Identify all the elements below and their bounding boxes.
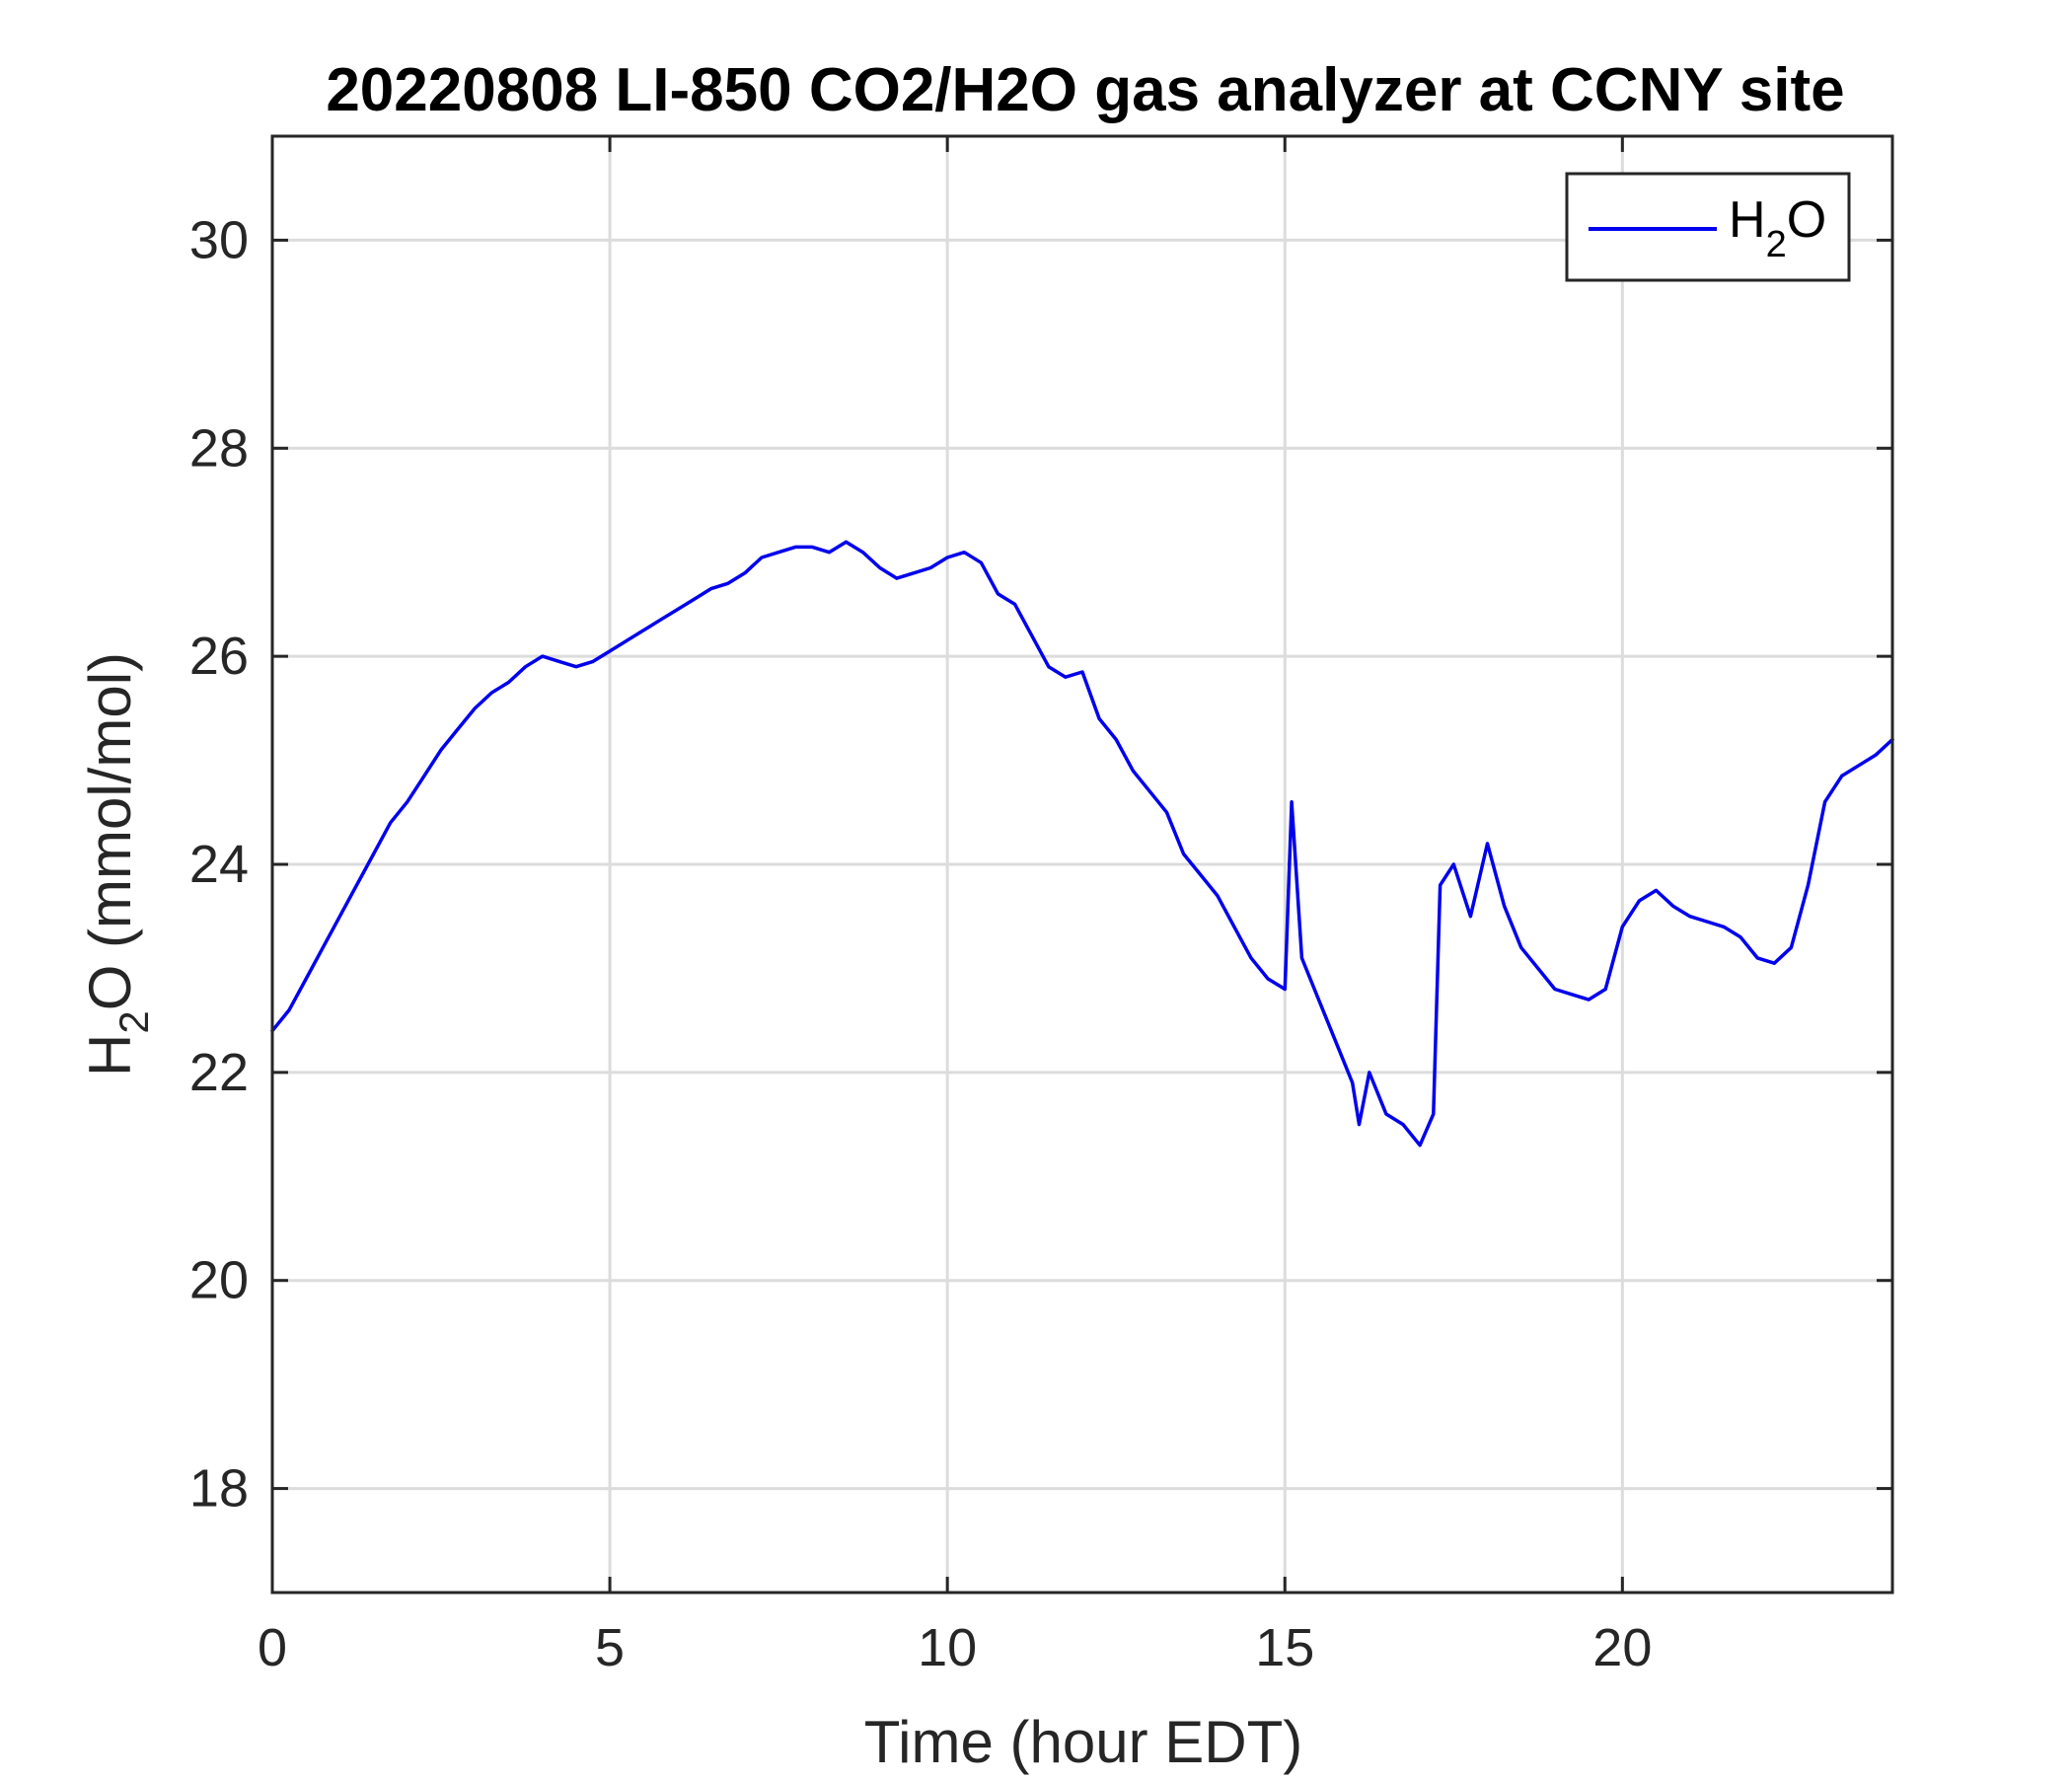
chart-title: 20220808 LI-850 CO2/H2O gas analyzer at …: [326, 56, 1844, 124]
y-tick-label: 28: [189, 418, 249, 478]
y-tick-label: 20: [189, 1251, 249, 1310]
x-tick-label: 5: [595, 1618, 625, 1677]
legend-label-main: H: [1729, 191, 1766, 249]
series-line-h2o: [270, 540, 1894, 1148]
y-tick-label: 24: [189, 835, 249, 894]
grid-lines: [272, 136, 1892, 1593]
y-tick-label: 30: [189, 210, 249, 269]
y-axis-label-subscript: 2: [111, 1010, 157, 1033]
y-axis-label-rest: O (mmol/mol): [77, 652, 143, 1010]
x-tick-labels: 0 5 10 15 20: [258, 1618, 1652, 1677]
series-layer: [270, 540, 1894, 1148]
x-axis-label: Time (hour EDT): [864, 1709, 1303, 1775]
x-tick-label: 20: [1592, 1618, 1652, 1677]
y-tick-label: 22: [189, 1043, 249, 1102]
y-axis-label-main: H: [77, 1034, 143, 1076]
y-tick-label: 18: [189, 1459, 249, 1519]
y-axis-label: H2O (mmol/mol): [77, 652, 157, 1076]
y-tick-labels: 18 20 22 24 26 28 30: [189, 210, 249, 1518]
legend: H2O: [1565, 172, 1851, 282]
y-tick-label: 26: [189, 627, 249, 686]
tick-marks: [270, 136, 1892, 1593]
x-tick-label: 0: [258, 1618, 287, 1677]
legend-entry-label: H2O: [1729, 191, 1826, 265]
x-tick-label: 10: [918, 1618, 977, 1677]
x-tick-label: 15: [1255, 1618, 1314, 1677]
legend-label-subscript: 2: [1766, 224, 1787, 265]
legend-label-rest: O: [1787, 191, 1826, 249]
